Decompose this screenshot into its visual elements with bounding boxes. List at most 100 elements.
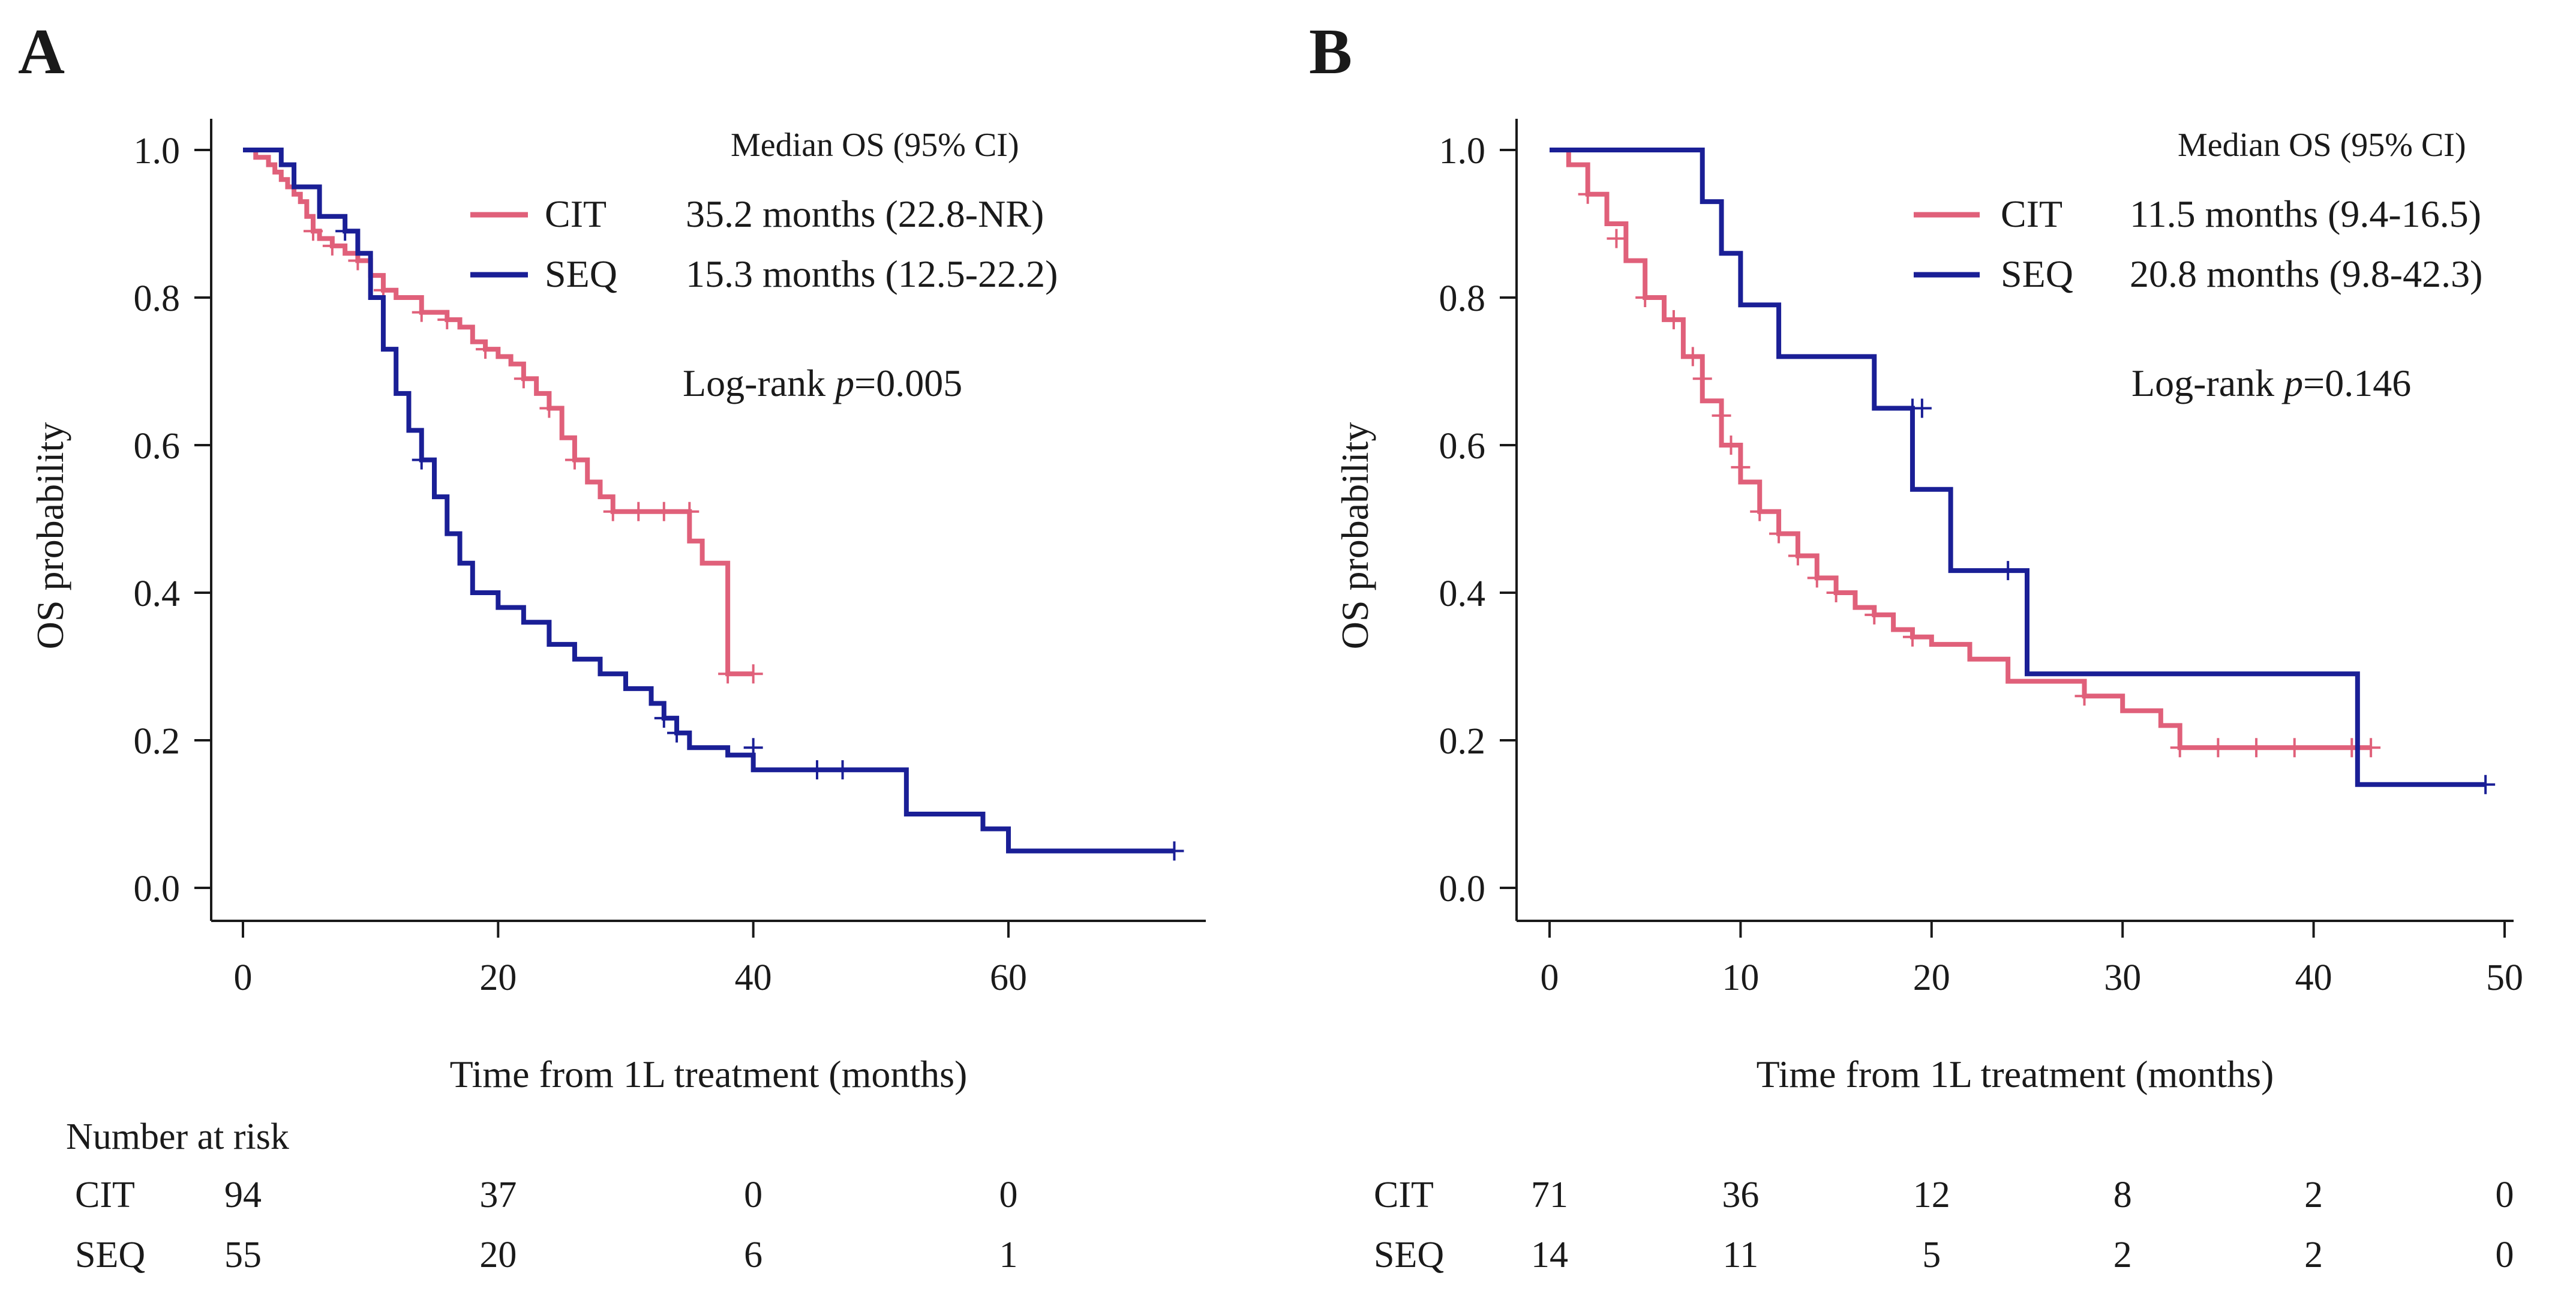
censor-mark-cit-b — [1721, 436, 1741, 455]
censor-mark-cit-b — [1731, 457, 1751, 477]
censor-mark-cit-b — [1865, 605, 1884, 625]
km-curve-cit-b — [1550, 148, 2371, 750]
x-axis-title-b: Time from 1L treatment (months) — [1757, 1053, 2274, 1095]
censor-mark-cit-b — [1683, 347, 1703, 367]
risk-value-seq-b: 2 — [2304, 1235, 2323, 1275]
y-tick-label-b: 0.8 — [1439, 278, 1486, 319]
x-tick-label-a: 40 — [735, 957, 772, 998]
censor-mark-cit-b — [1578, 184, 1598, 204]
x-axis-title-a: Time from 1L treatment (months) — [450, 1053, 968, 1095]
censor-mark-cit-b — [1902, 627, 1922, 647]
censor-mark-cit-b — [2284, 738, 2304, 758]
censor-mark-seq-b — [1998, 561, 2018, 581]
censor-mark-cit-b — [1750, 502, 1770, 521]
censor-mark-cit-b — [1826, 583, 1846, 602]
legend-median-seq-a: 15.3 months (12.5-22.2) — [686, 253, 1058, 295]
y-tick-label-a: 0.2 — [134, 721, 181, 762]
risk-value-cit-b: 0 — [2496, 1175, 2514, 1215]
censor-mark-cit-b — [2170, 738, 2190, 758]
legend-median-cit-a: 35.2 months (22.8-NR) — [686, 193, 1044, 235]
censor-mark-cit-b — [1788, 546, 1808, 566]
x-tick-label-b: 50 — [2486, 957, 2523, 998]
risk-row-label-seq-b: SEQ — [1374, 1235, 1444, 1275]
censor-mark-cit-a — [303, 221, 323, 241]
censor-mark-seq-a — [667, 723, 687, 743]
logrank-pvalue-a: Log-rank p=0.005 — [683, 362, 962, 404]
risk-value-cit-b: 2 — [2304, 1175, 2323, 1215]
x-tick-label-b: 20 — [1913, 957, 1950, 998]
risk-row-label-cit-b: CIT — [1374, 1175, 1434, 1215]
risk-row-label-seq-a: SEQ — [75, 1235, 145, 1275]
risk-table-title-a: Number at risk — [66, 1116, 289, 1157]
censor-mark-seq-a — [654, 708, 674, 728]
legend-name-seq-b: SEQ — [2001, 253, 2073, 295]
legend-median-seq-b: 20.8 months (9.8-42.3) — [2130, 253, 2482, 295]
risk-value-seq-b: 11 — [1723, 1235, 1759, 1275]
censor-mark-cit-b — [1635, 288, 1655, 307]
risk-value-seq-b: 0 — [2496, 1235, 2514, 1275]
legend-title-a: Median OS (95% CI) — [731, 127, 1019, 164]
censor-mark-cit-b — [1692, 369, 1712, 389]
risk-value-cit-b: 12 — [1913, 1175, 1950, 1215]
risk-value-cit-b: 8 — [2113, 1175, 2132, 1215]
y-tick-label-b: 1.0 — [1439, 131, 1486, 172]
legend-name-cit-a: CIT — [545, 193, 607, 235]
censor-mark-cit-a — [437, 310, 457, 329]
censor-mark-cit-a — [654, 502, 674, 521]
y-tick-label-a: 0.6 — [134, 426, 181, 467]
censor-mark-cit-a — [629, 502, 648, 521]
censor-mark-seq-a — [335, 221, 355, 241]
censor-mark-cit-b — [1769, 524, 1789, 544]
censor-mark-cit-a — [322, 236, 342, 256]
censor-mark-seq-a — [412, 450, 431, 470]
y-tick-label-b: 0.0 — [1439, 869, 1486, 909]
censor-mark-cit-a — [718, 664, 738, 684]
censor-mark-cit-b — [2361, 738, 2381, 758]
censor-mark-cit-a — [412, 302, 431, 322]
y-tick-label-a: 0.4 — [134, 574, 181, 614]
censor-mark-cit-a — [476, 340, 496, 359]
censor-mark-seq-b — [1912, 398, 1932, 418]
risk-value-seq-b: 14 — [1531, 1235, 1568, 1275]
y-tick-label-a: 0.8 — [134, 278, 181, 319]
censor-mark-cit-a — [603, 502, 623, 521]
risk-value-cit-a: 94 — [224, 1175, 262, 1215]
y-axis-title-a: OS probability — [29, 422, 71, 650]
censor-mark-cit-b — [1712, 406, 1731, 425]
risk-value-seq-b: 5 — [1922, 1235, 1941, 1275]
censor-mark-cit-b — [1664, 310, 1683, 329]
x-tick-label-b: 10 — [1722, 957, 1759, 998]
censor-mark-cit-b — [2074, 686, 2094, 706]
risk-value-seq-a: 6 — [744, 1235, 762, 1275]
y-tick-label-b: 0.2 — [1439, 721, 1486, 762]
censor-mark-cit-a — [565, 450, 584, 470]
x-tick-label-a: 60 — [990, 957, 1027, 998]
risk-value-cit-b: 71 — [1531, 1175, 1568, 1215]
x-tick-label-a: 0 — [234, 957, 253, 998]
censor-mark-cit-b — [2247, 738, 2266, 758]
risk-value-cit-a: 37 — [479, 1175, 517, 1215]
censor-mark-seq-a — [833, 760, 852, 780]
x-tick-label-b: 30 — [2104, 957, 2141, 998]
y-tick-label-a: 0.0 — [134, 869, 181, 909]
risk-value-seq-a: 55 — [224, 1235, 262, 1275]
panel-label-a: A — [18, 16, 65, 88]
censor-mark-cit-b — [2208, 738, 2228, 758]
censor-mark-cit-a — [514, 369, 533, 389]
y-tick-label-b: 0.4 — [1439, 574, 1486, 614]
x-tick-label-a: 20 — [479, 957, 517, 998]
risk-value-seq-b: 2 — [2113, 1235, 2132, 1275]
risk-value-cit-b: 36 — [1722, 1175, 1759, 1215]
censor-mark-cit-b — [1607, 229, 1626, 248]
legend-median-cit-b: 11.5 months (9.4-16.5) — [2130, 193, 2481, 235]
y-tick-label-b: 0.6 — [1439, 426, 1486, 467]
risk-value-cit-a: 0 — [999, 1175, 1018, 1215]
censor-mark-seq-a — [743, 738, 763, 758]
risk-row-label-cit-a: CIT — [75, 1175, 135, 1215]
censor-mark-seq-a — [1164, 841, 1184, 861]
censor-mark-cit-a — [743, 664, 763, 684]
y-tick-label-a: 1.0 — [134, 131, 181, 172]
